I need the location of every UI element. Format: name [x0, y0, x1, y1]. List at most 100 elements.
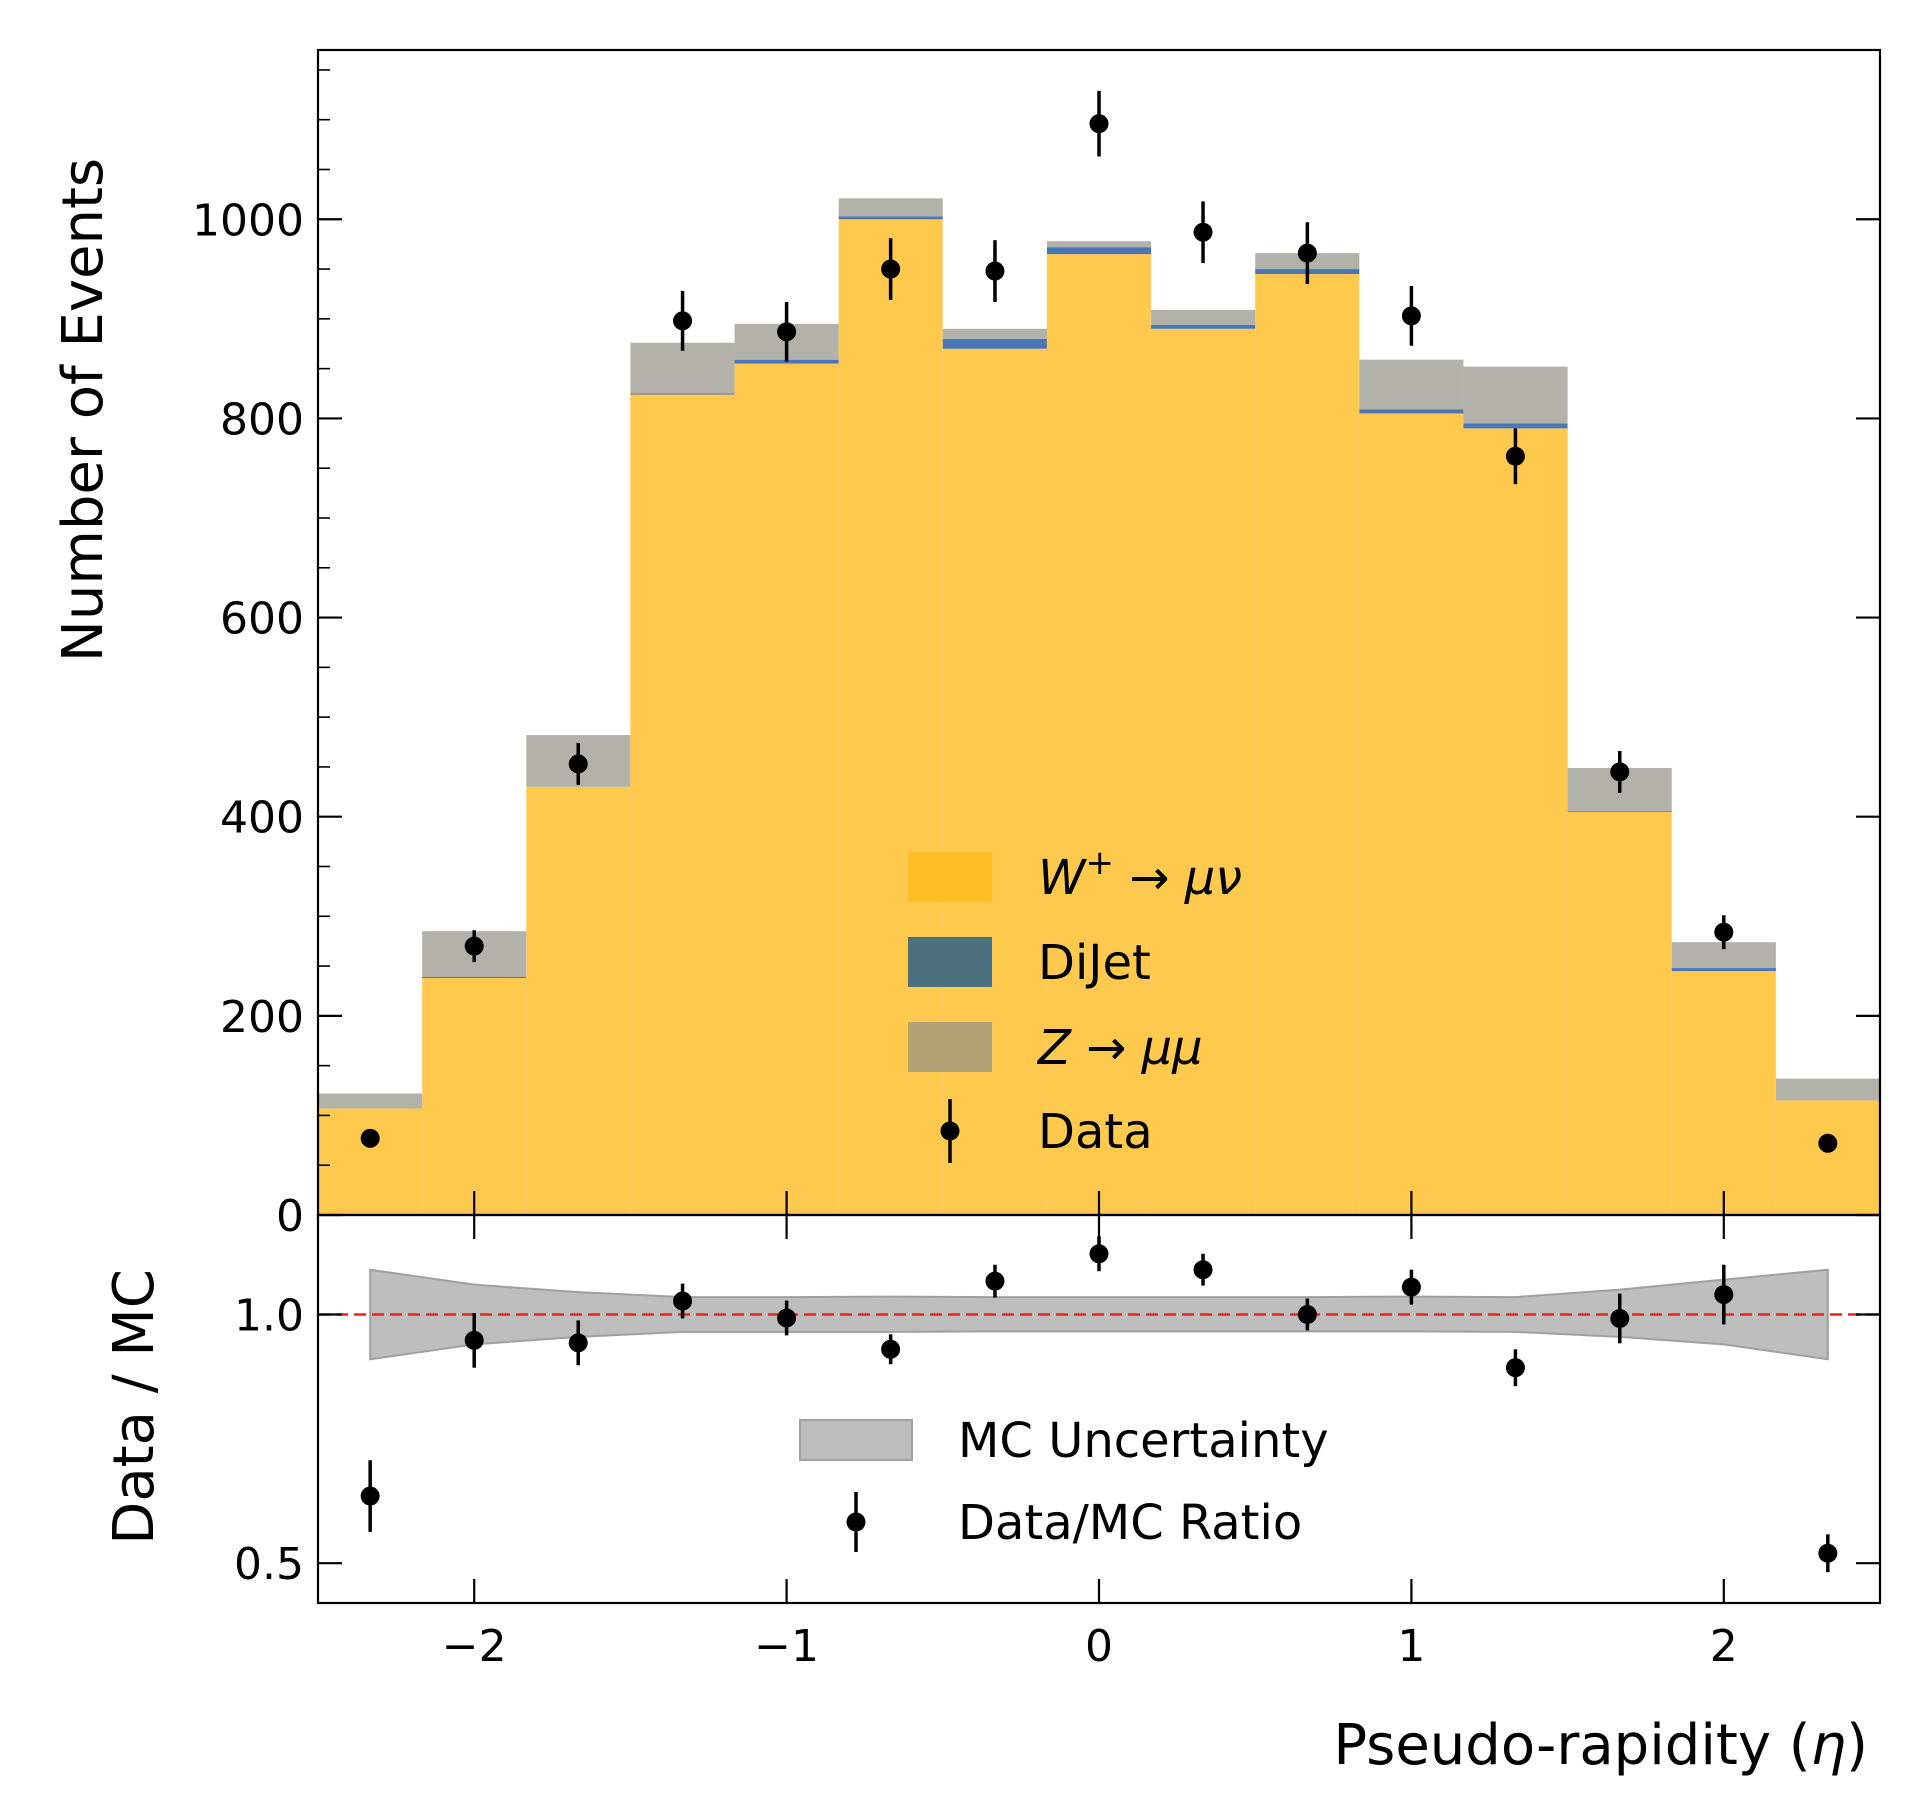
histogram-bar: [630, 342, 735, 394]
x-tick-label: 0: [1085, 1621, 1113, 1672]
histogram-bar: [942, 348, 1047, 1215]
histogram-bar: [1567, 811, 1672, 1215]
ratio-point: [1401, 1277, 1421, 1297]
data-point: [568, 754, 588, 774]
data-point: [1610, 762, 1630, 782]
x-tick-label: 2: [1710, 1621, 1738, 1672]
legend-swatch: [799, 1419, 913, 1461]
data-point: [1818, 1133, 1838, 1153]
histogram-bar: [1775, 1078, 1880, 1101]
histogram-bar: [526, 786, 631, 1215]
data-point: [360, 1128, 380, 1148]
x-axis-label: Pseudo-rapidity (η): [1333, 1713, 1868, 1778]
data-point: [673, 311, 693, 331]
ratio-y-tick-label: 1.0: [234, 1290, 304, 1341]
legend-swatch: [908, 1022, 992, 1072]
x-tick-label: −2: [442, 1621, 507, 1672]
histogram-bar: [1567, 810, 1672, 812]
histogram-bar: [422, 977, 527, 979]
legend-label: W+ → μν: [1038, 843, 1242, 906]
histogram-bar: [1151, 324, 1256, 329]
histogram-bar: [422, 978, 527, 1215]
ratio-point: [1714, 1285, 1734, 1305]
legend-label: Data: [1038, 1104, 1153, 1160]
ratio-point: [1505, 1358, 1525, 1378]
histogram-bar: [1359, 359, 1464, 410]
histogram-bar: [318, 1108, 423, 1215]
series-w-: [318, 219, 1880, 1216]
y-tick-label: 0: [276, 1191, 304, 1242]
data-point: [1297, 243, 1317, 263]
data-point: [985, 261, 1005, 281]
data-point: [464, 936, 484, 956]
x-tick-label: −1: [754, 1621, 819, 1672]
histogram-bar: [1359, 409, 1464, 414]
histogram-bar: [838, 216, 943, 220]
histogram-bar: [1463, 423, 1568, 429]
x-tick-label: 1: [1397, 1621, 1425, 1672]
legend-marker: [846, 1512, 866, 1532]
histogram-bar: [1046, 247, 1152, 255]
histogram-bar: [1255, 274, 1360, 1215]
data-point: [1401, 306, 1421, 326]
histogram-bar: [1151, 328, 1256, 1215]
series-z-: [318, 198, 1880, 1109]
legend-swatch: [908, 937, 992, 987]
histogram-bar: [1775, 1100, 1880, 1215]
ratio-point: [464, 1330, 484, 1350]
histogram-bar: [1151, 309, 1256, 325]
histogram-bar: [1463, 366, 1568, 424]
y-tick-label: 600: [220, 594, 304, 645]
histogram-bar: [1359, 413, 1464, 1215]
histogram-bar: [1046, 241, 1152, 248]
legend-label: Data/MC Ratio: [958, 1495, 1302, 1551]
ratio-point: [673, 1291, 693, 1311]
ratio-point: [1089, 1244, 1109, 1264]
histogram-bar: [318, 1093, 423, 1109]
histogram-bar: [734, 363, 839, 1216]
histogram-bar: [838, 198, 943, 217]
legend-label: Z → μμ: [1036, 1020, 1203, 1076]
legend-label: MC Uncertainty: [958, 1413, 1329, 1469]
ratio-y-tick-label: 0.5: [234, 1539, 304, 1590]
data-point: [1714, 922, 1734, 942]
legend-marker: [940, 1121, 960, 1141]
ratio-point: [1297, 1304, 1317, 1324]
legend-swatch: [908, 852, 992, 902]
y-tick-label: 400: [220, 793, 304, 844]
data-point: [881, 259, 901, 279]
data-point: [1089, 114, 1109, 134]
data-point: [1505, 446, 1525, 466]
ratio-point: [1193, 1260, 1213, 1280]
histogram-bar: [942, 338, 1047, 349]
ratio-point: [1818, 1543, 1838, 1563]
ratio-point: [1610, 1308, 1630, 1328]
ratio-point: [777, 1308, 797, 1328]
ratio-point: [568, 1333, 588, 1353]
y-tick-label: 1000: [192, 195, 304, 246]
ratio-y-axis-label: Data / MC: [102, 1269, 167, 1545]
ratio-point: [360, 1486, 380, 1506]
data-point: [777, 322, 797, 342]
histogram-bar: [1671, 968, 1776, 972]
data-point: [1193, 222, 1213, 242]
data-points: [360, 90, 1838, 1153]
ratio-panel: 0.5 1.0 −2 −1 0 1 2 MC Uncertainty Data/MC Ratio: [234, 1213, 1882, 1672]
legend-label: DiJet: [1038, 935, 1151, 991]
histogram-bar: [630, 394, 735, 1215]
histogram-bar: [630, 393, 735, 395]
ratio-points: [360, 1236, 1838, 1573]
ratio-legend: MC Uncertainty Data/MC Ratio: [799, 1413, 1329, 1552]
y-tick-label: 200: [220, 992, 304, 1043]
ratio-point: [985, 1271, 1005, 1291]
main-y-axis-label: Number of Events: [51, 158, 116, 662]
main-legend: W+ → μν DiJet Z → μμ Data: [908, 843, 1242, 1163]
histogram-bar: [1671, 971, 1776, 1215]
histogram-bar: [942, 328, 1047, 339]
histogram-bar: [1463, 428, 1568, 1215]
main-histogram-panel: 0 200 400 600 800 1000 W+ → μν DiJet Z → μμ Data: [192, 48, 1882, 1242]
y-tick-label: 800: [220, 394, 304, 445]
histogram-bar: [1046, 254, 1152, 1216]
ratio-point: [881, 1339, 901, 1359]
